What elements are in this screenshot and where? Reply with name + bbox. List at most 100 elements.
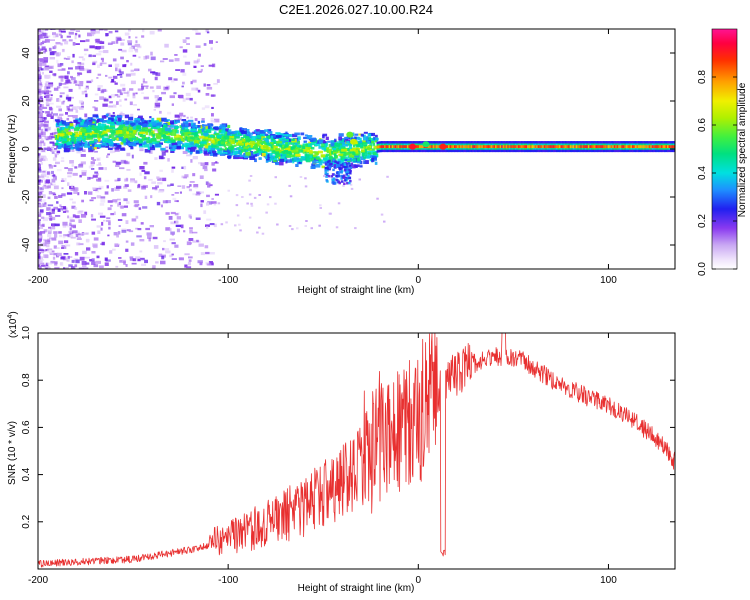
heat-band-cell [264, 133, 269, 136]
heat-band-cell [375, 134, 378, 138]
heat-ridge-cell [431, 145, 434, 149]
heat-noise-cell [47, 196, 51, 200]
heat-band-cell [135, 120, 141, 123]
heat-band-cell [322, 134, 325, 139]
heat-band-cell [230, 141, 235, 145]
heat-band-cell [56, 139, 59, 142]
heat-band-cell [65, 126, 69, 129]
heat-noise-cell [276, 223, 279, 226]
heat-band-cell [324, 169, 327, 172]
colorbar-gradient [712, 29, 737, 269]
heat-band-cell [254, 143, 258, 148]
heat-band-cell [293, 149, 299, 153]
heat-noise-cell [256, 231, 259, 234]
heat-noise-cell [61, 157, 65, 160]
heat-noise-cell [92, 187, 96, 190]
heat-band-cell [341, 164, 344, 167]
heat-band-cell [230, 149, 233, 153]
heat-noise-cell [128, 48, 134, 53]
heat-noise-cell [120, 111, 123, 114]
heat-band-cell [335, 174, 338, 177]
heat-band-cell [55, 120, 61, 123]
heat-noise-cell [125, 240, 129, 243]
heat-noise-cell [165, 146, 169, 149]
heat-noise-cell [171, 166, 176, 169]
heat-ridge-cell [378, 145, 381, 149]
heat-band-cell [245, 151, 251, 156]
heat-noise-cell [155, 105, 161, 107]
heat-noise-cell [48, 210, 52, 213]
heat-ridge-cell [387, 145, 390, 149]
heat-noise-cell [47, 84, 53, 88]
heat-noise-cell [143, 176, 147, 180]
heat-band-cell [214, 138, 217, 141]
heat-noise-cell [253, 196, 257, 199]
heat-noise-cell [45, 111, 50, 114]
heat-ridge-cell [650, 145, 653, 149]
heat-band-cell [303, 136, 309, 140]
heat-noise-cell [75, 109, 79, 113]
heat-band-cell [106, 129, 112, 132]
heat-noise-cell [72, 115, 78, 119]
heat-band-cell [192, 122, 196, 127]
heat-noise-cell [159, 169, 163, 172]
heat-band-cell [335, 178, 338, 182]
heat-noise-cell [96, 164, 102, 166]
heat-noise-cell [96, 77, 99, 79]
heat-noise-cell [158, 155, 164, 160]
heat-band-cell [229, 136, 235, 139]
heat-band-cell [217, 141, 221, 145]
heat-band-cell [221, 126, 225, 131]
heat-noise-cell [40, 262, 45, 265]
heat-ridge-cell [454, 145, 457, 149]
heat-band-cell [162, 125, 168, 128]
heat-noise-cell [40, 251, 45, 254]
heat-noise-cell [48, 90, 52, 93]
heat-band-cell [101, 142, 107, 146]
heat-band-cell [142, 136, 145, 141]
heat-noise-cell [75, 187, 79, 191]
heat-noise-cell [318, 224, 321, 227]
heat-ridge-cell [560, 145, 563, 149]
heat-noise-cell [129, 46, 134, 49]
heat-ridge-cell [475, 145, 478, 149]
heat-noise-cell [43, 142, 46, 146]
heat-noise-cell [39, 258, 45, 261]
heat-noise-cell [45, 81, 50, 83]
heat-band-cell [203, 130, 208, 133]
heat-noise-cell [288, 225, 292, 227]
heat-band-cell [64, 148, 71, 152]
heat-band-cell [333, 182, 337, 185]
heat-noise-cell [115, 265, 119, 268]
heat-ridge-cell [572, 145, 575, 149]
heat-band-cell [331, 173, 335, 176]
heat-band-cell [151, 121, 156, 126]
heat-noise-cell [211, 201, 217, 204]
heat-noise-cell [200, 68, 203, 72]
heat-noise-cell [120, 56, 124, 60]
heat-ridge-cell [495, 145, 498, 149]
heat-band-cell [329, 162, 332, 166]
heat-ridge-cell [422, 145, 425, 149]
spectrogram-y-label: Frequency (Hz) [7, 115, 18, 184]
heat-band-cell [63, 146, 66, 150]
heat-noise-cell [92, 106, 96, 109]
heat-noise-cell [140, 222, 144, 225]
heat-ridge-cell [521, 145, 524, 149]
heat-band-cell [121, 120, 125, 123]
heat-noise-cell [78, 66, 84, 70]
heat-noise-cell [128, 230, 134, 233]
heat-noise-cell [59, 33, 62, 36]
heat-noise-cell [289, 195, 293, 198]
heat-noise-cell [64, 210, 69, 213]
heat-band-cell [73, 131, 79, 134]
heat-noise-cell [349, 183, 353, 186]
heat-noise-cell [126, 60, 129, 63]
heat-noise-cell [59, 204, 62, 207]
heat-noise-cell [41, 128, 44, 132]
heat-band-cell [98, 133, 103, 138]
heat-band-cell [196, 143, 199, 147]
heat-noise-cell [380, 213, 384, 216]
heat-band-cell [339, 145, 344, 150]
heat-band-cell [209, 150, 214, 154]
